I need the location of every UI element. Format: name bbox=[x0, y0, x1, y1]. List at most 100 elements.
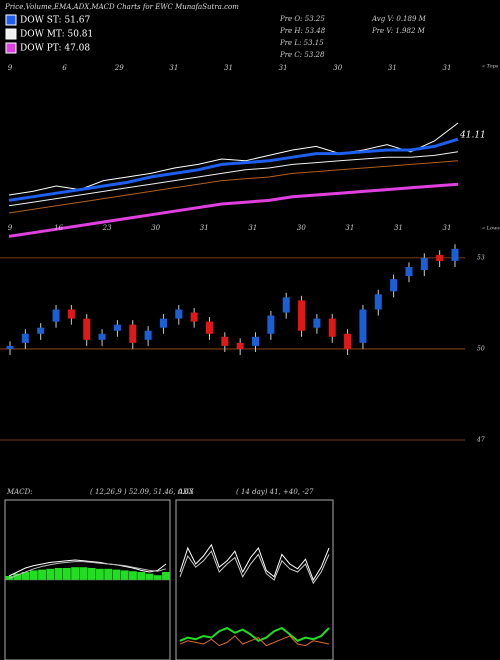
legend-swatch bbox=[5, 42, 17, 54]
histogram-bar bbox=[137, 572, 146, 580]
date-label: 31 bbox=[394, 224, 403, 232]
legend-swatch bbox=[5, 14, 17, 26]
info-text: Pre O: 53.25 bbox=[279, 15, 325, 23]
series-line bbox=[8, 559, 167, 577]
y-tick-label: 53 bbox=[477, 254, 485, 261]
histogram-bar bbox=[95, 568, 104, 580]
date-label: 31 bbox=[388, 64, 397, 72]
legend-swatch bbox=[5, 28, 17, 40]
candle-body bbox=[52, 309, 60, 322]
candle-body bbox=[282, 297, 290, 313]
series-line bbox=[179, 635, 330, 647]
annotation: « Lows bbox=[482, 226, 500, 232]
date-label: 31 bbox=[345, 224, 354, 232]
candle-body bbox=[129, 324, 137, 343]
histogram-bar bbox=[120, 570, 129, 580]
series-line bbox=[8, 182, 459, 238]
histogram-bar bbox=[153, 575, 162, 580]
date-label: 6 bbox=[62, 64, 67, 72]
candle-body bbox=[344, 333, 352, 349]
annotation: « Tops bbox=[482, 64, 499, 70]
info-text: Pre H: 53.48 bbox=[279, 27, 326, 35]
histogram-bar bbox=[62, 568, 71, 580]
candle-body bbox=[390, 279, 398, 292]
info-text: Avg V: 0.189 M bbox=[371, 15, 427, 23]
histogram-bar bbox=[29, 570, 38, 580]
candle-body bbox=[190, 312, 198, 322]
histogram-bar bbox=[112, 569, 121, 580]
date-label: 31 bbox=[279, 64, 288, 72]
candle-body bbox=[221, 336, 229, 346]
y-tick-label: 50 bbox=[477, 345, 485, 352]
histogram-bar bbox=[104, 568, 113, 580]
date-label: 9 bbox=[8, 64, 13, 72]
candle-body bbox=[21, 333, 29, 343]
info-text: Pre L: 53.15 bbox=[279, 39, 324, 47]
date-label: 30 bbox=[333, 64, 342, 72]
date-label: 31 bbox=[169, 64, 178, 72]
series-line bbox=[179, 550, 330, 585]
histogram-bar bbox=[21, 572, 30, 580]
histogram-bar bbox=[13, 573, 22, 580]
date-label: 30 bbox=[151, 224, 160, 232]
histogram-bar bbox=[79, 567, 88, 580]
candle-body bbox=[37, 327, 45, 334]
candle-body bbox=[113, 324, 121, 331]
series-line bbox=[179, 626, 330, 642]
date-label: 23 bbox=[102, 224, 112, 232]
candle-body bbox=[67, 309, 75, 319]
candle-body bbox=[205, 321, 213, 334]
date-label: 31 bbox=[224, 64, 233, 72]
info-text: Pre C: 53.28 bbox=[279, 51, 325, 59]
panel-params: ( 12,26,9 ) 52.09, 51.46, 0.63 bbox=[90, 488, 194, 496]
panel-title: MACD: bbox=[6, 488, 33, 496]
panel-params: ( 14 day) 41, +40, -27 bbox=[236, 488, 314, 496]
candle-body bbox=[328, 318, 336, 337]
panel-title: ADX bbox=[177, 488, 195, 496]
candle-body bbox=[405, 267, 413, 277]
candle-body bbox=[267, 315, 275, 334]
info-text: Pre V: 1.982 M bbox=[371, 27, 426, 35]
candle-body bbox=[175, 309, 183, 319]
candle-body bbox=[298, 300, 306, 331]
panel-frame bbox=[175, 499, 334, 660]
series-line bbox=[8, 151, 459, 207]
series-line bbox=[8, 561, 167, 579]
candle-body bbox=[420, 257, 428, 271]
legend-label: DOW PT: 47.08 bbox=[20, 44, 90, 54]
candle-body bbox=[236, 342, 244, 349]
date-label: 31 bbox=[248, 224, 257, 232]
histogram-bar bbox=[162, 572, 170, 580]
series-line bbox=[179, 543, 330, 582]
candle-body bbox=[313, 318, 321, 328]
candle-body bbox=[252, 336, 260, 346]
date-label: 31 bbox=[200, 224, 209, 232]
candle-body bbox=[83, 318, 91, 340]
date-label: 29 bbox=[114, 64, 124, 72]
histogram-bar bbox=[54, 568, 63, 580]
histogram-bar bbox=[71, 567, 80, 580]
candle-body bbox=[6, 345, 14, 349]
series-line bbox=[8, 160, 459, 214]
date-label: 9 bbox=[8, 224, 13, 232]
series-line bbox=[8, 137, 459, 202]
candle-body bbox=[436, 254, 444, 261]
legend-label: DOW MT: 50.81 bbox=[20, 30, 93, 40]
candle-body bbox=[374, 294, 382, 310]
candle-body bbox=[144, 330, 152, 340]
candle-body bbox=[98, 333, 106, 340]
page-title: Price,Volume,EMA,ADX,MACD Charts for EWC… bbox=[4, 3, 239, 11]
date-label: 31 bbox=[443, 64, 452, 72]
series-line bbox=[8, 122, 459, 196]
candle-body bbox=[359, 309, 367, 343]
date-label: 16 bbox=[54, 224, 63, 232]
legend-label: DOW ST: 51.67 bbox=[20, 16, 90, 26]
date-label: 30 bbox=[297, 224, 306, 232]
histogram-bar bbox=[38, 569, 46, 580]
histogram-bar bbox=[145, 573, 154, 580]
annotation: 41.11 bbox=[459, 131, 486, 141]
histogram-bar bbox=[87, 568, 96, 580]
histogram-bar bbox=[46, 568, 55, 580]
